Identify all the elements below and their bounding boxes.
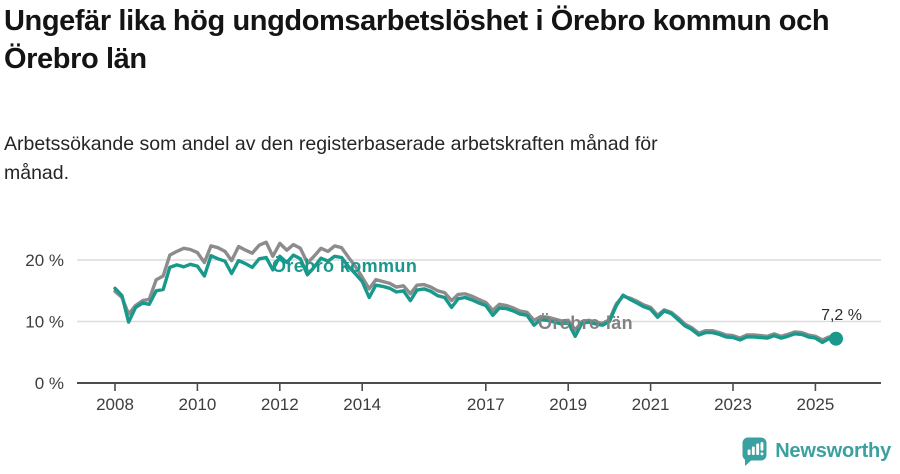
series-line-örebro-län — [113, 240, 838, 342]
x-axis-label-2017: 2017 — [467, 395, 505, 414]
x-axis-label-2014: 2014 — [343, 395, 381, 414]
latest-value-label: 7,2 % — [821, 307, 862, 324]
y-axis-label-10: 10 % — [25, 313, 64, 332]
y-axis-label-0: 0 % — [35, 374, 64, 393]
brand-name: Newsworthy — [775, 440, 891, 462]
x-axis-label-2025: 2025 — [796, 395, 834, 414]
chart-subtitle: Arbetssökande som andel av den registerb… — [4, 133, 658, 184]
x-axis-label-2023: 2023 — [714, 395, 752, 414]
chart-title: Ungefär lika hög ungdomsarbetslöshet i Ö… — [4, 5, 830, 75]
series-label-örebro-län: Örebro län — [538, 313, 633, 333]
x-axis-label-2019: 2019 — [549, 395, 587, 414]
x-axis-label-2012: 2012 — [261, 395, 299, 414]
chart-canvas: 2008 2010 2012 2014 2017 2019 2021 2023 2025 0 % 1… — [25, 240, 881, 414]
x-axis-label-2010: 2010 — [178, 395, 216, 414]
x-axis-label-2021: 2021 — [632, 395, 670, 414]
newsworthy-logo-icon — [742, 437, 767, 466]
brand-footer: Newsworthy — [741, 436, 891, 467]
series-label-örebro-kommun: Örebro kommun — [272, 256, 417, 276]
x-axis-label-2008: 2008 — [96, 395, 134, 414]
y-axis-label-20: 20 % — [25, 251, 64, 270]
series-line-örebro-kommun — [113, 253, 838, 345]
latest-value-marker — [829, 331, 843, 346]
line-chart: 2008 2010 2012 2014 2017 2019 2021 2023 2025 0 % 1… — [0, 212, 900, 442]
